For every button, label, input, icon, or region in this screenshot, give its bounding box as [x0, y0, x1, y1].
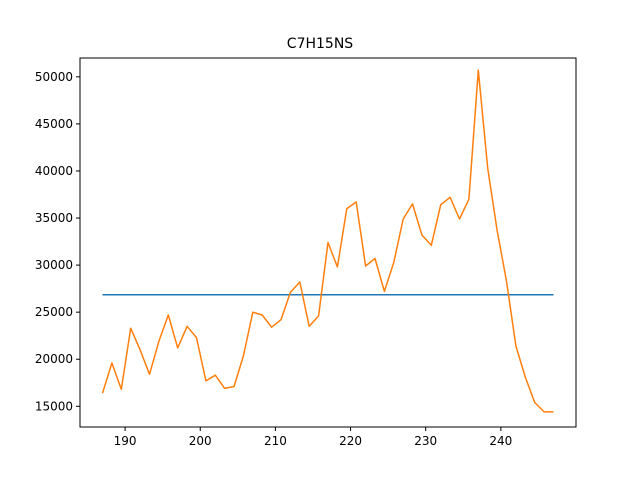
y-tick-label: 40000 — [35, 164, 73, 178]
plot-frame — [79, 57, 577, 428]
y-tick-label: 30000 — [35, 258, 73, 272]
axes-layer: 190 200 210 220 230 240 15000 20000 25000 30000 35… — [35, 70, 512, 448]
x-tick-label: 240 — [489, 434, 512, 448]
y-tick-label: 25000 — [35, 305, 73, 319]
x-tick-label: 210 — [264, 434, 287, 448]
x-tick-label: 190 — [114, 434, 137, 448]
y-tick-label: 45000 — [35, 117, 73, 131]
x-tick-label: 200 — [189, 434, 212, 448]
series-line-2 — [101, 69, 554, 413]
y-tick-label: 15000 — [35, 399, 73, 413]
chart-title: C7H15NS — [287, 36, 353, 52]
y-tick-label: 50000 — [35, 70, 73, 84]
x-tick-label: 230 — [414, 434, 437, 448]
y-tick-label: 35000 — [35, 211, 73, 225]
series-layer — [101, 69, 554, 413]
y-tick-label: 20000 — [35, 352, 73, 366]
x-tick-label: 220 — [339, 434, 362, 448]
